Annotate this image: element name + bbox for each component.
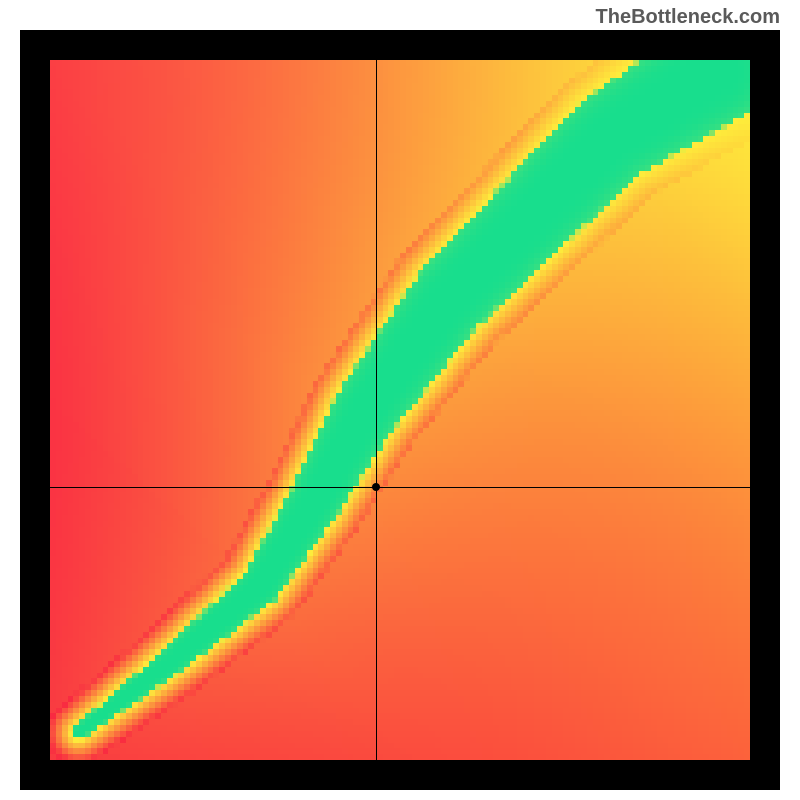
watermark-text: TheBottleneck.com (596, 6, 780, 29)
crosshair-vertical (376, 60, 377, 760)
chart-container: TheBottleneck.com (0, 0, 800, 800)
plot-outer-frame (20, 30, 780, 790)
crosshair-horizontal (50, 487, 750, 488)
heatmap-canvas (50, 60, 750, 760)
plot-area (50, 60, 750, 760)
crosshair-dot (372, 483, 380, 491)
